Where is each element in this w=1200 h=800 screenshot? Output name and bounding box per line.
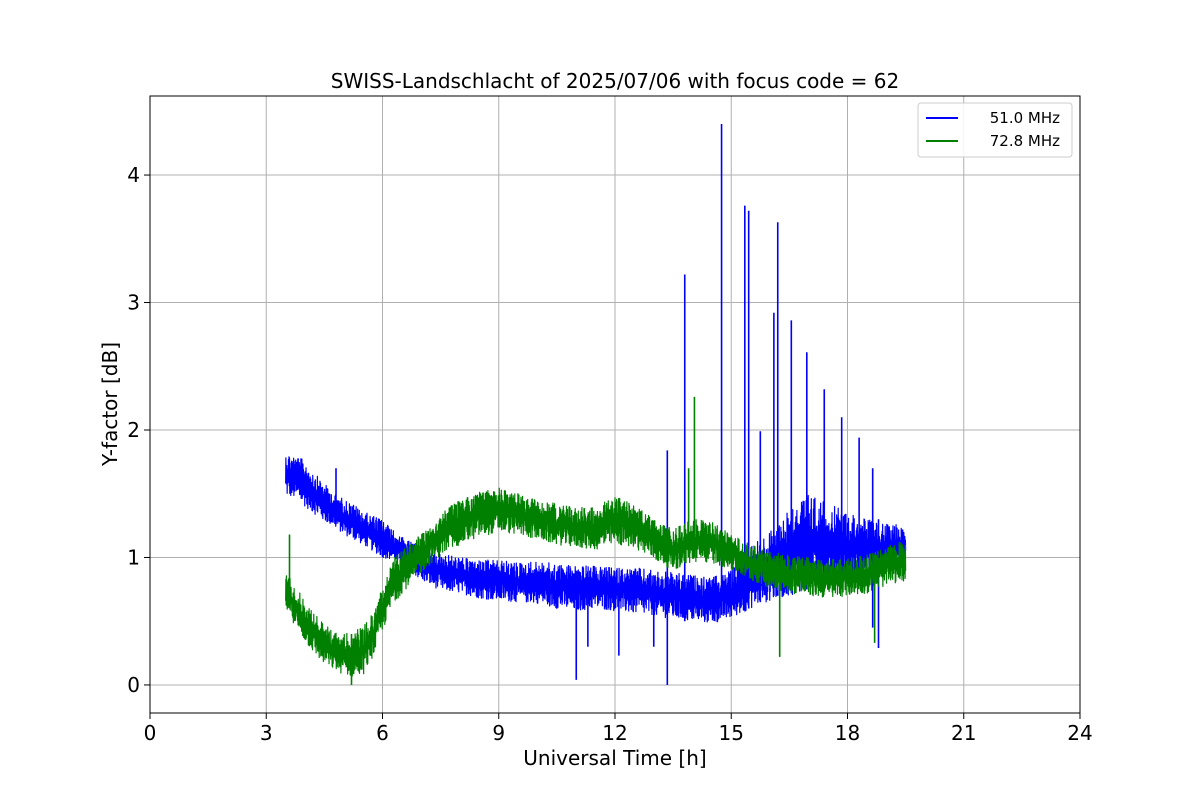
x-tick-label: 9	[492, 721, 505, 745]
legend-box	[917, 102, 1073, 158]
x-tick-label: 21	[951, 721, 976, 745]
y-tick-label: 2	[127, 418, 140, 442]
y-tick-label: 3	[127, 291, 140, 315]
grid	[149, 96, 1081, 713]
y-tick-label: 0	[127, 673, 140, 697]
series-51mhz	[285, 124, 907, 685]
x-tick-label: 12	[602, 721, 627, 745]
x-tick-label: 15	[719, 721, 744, 745]
y-tick-label: 4	[127, 163, 140, 187]
chart-title: SWISS-Landschlacht of 2025/07/06 with fo…	[331, 69, 899, 93]
x-tick-label: 0	[144, 721, 157, 745]
x-tick-label: 6	[376, 721, 389, 745]
y-tick-label: 1	[127, 545, 140, 569]
legend: 51.0 MHz 72.8 MHz	[917, 102, 1073, 158]
x-tick-label: 24	[1067, 721, 1092, 745]
series-72mhz	[285, 396, 907, 685]
x-axis-title: Universal Time [h]	[523, 746, 706, 770]
series-trace	[285, 487, 907, 677]
x-tick-label: 3	[260, 721, 273, 745]
legend-label-51mhz: 51.0 MHz	[990, 109, 1060, 127]
x-tick-label: 18	[835, 721, 860, 745]
series-layer	[285, 124, 907, 685]
y-axis-title: Y-factor [dB]	[98, 342, 122, 467]
legend-label-72mhz: 72.8 MHz	[990, 132, 1060, 150]
